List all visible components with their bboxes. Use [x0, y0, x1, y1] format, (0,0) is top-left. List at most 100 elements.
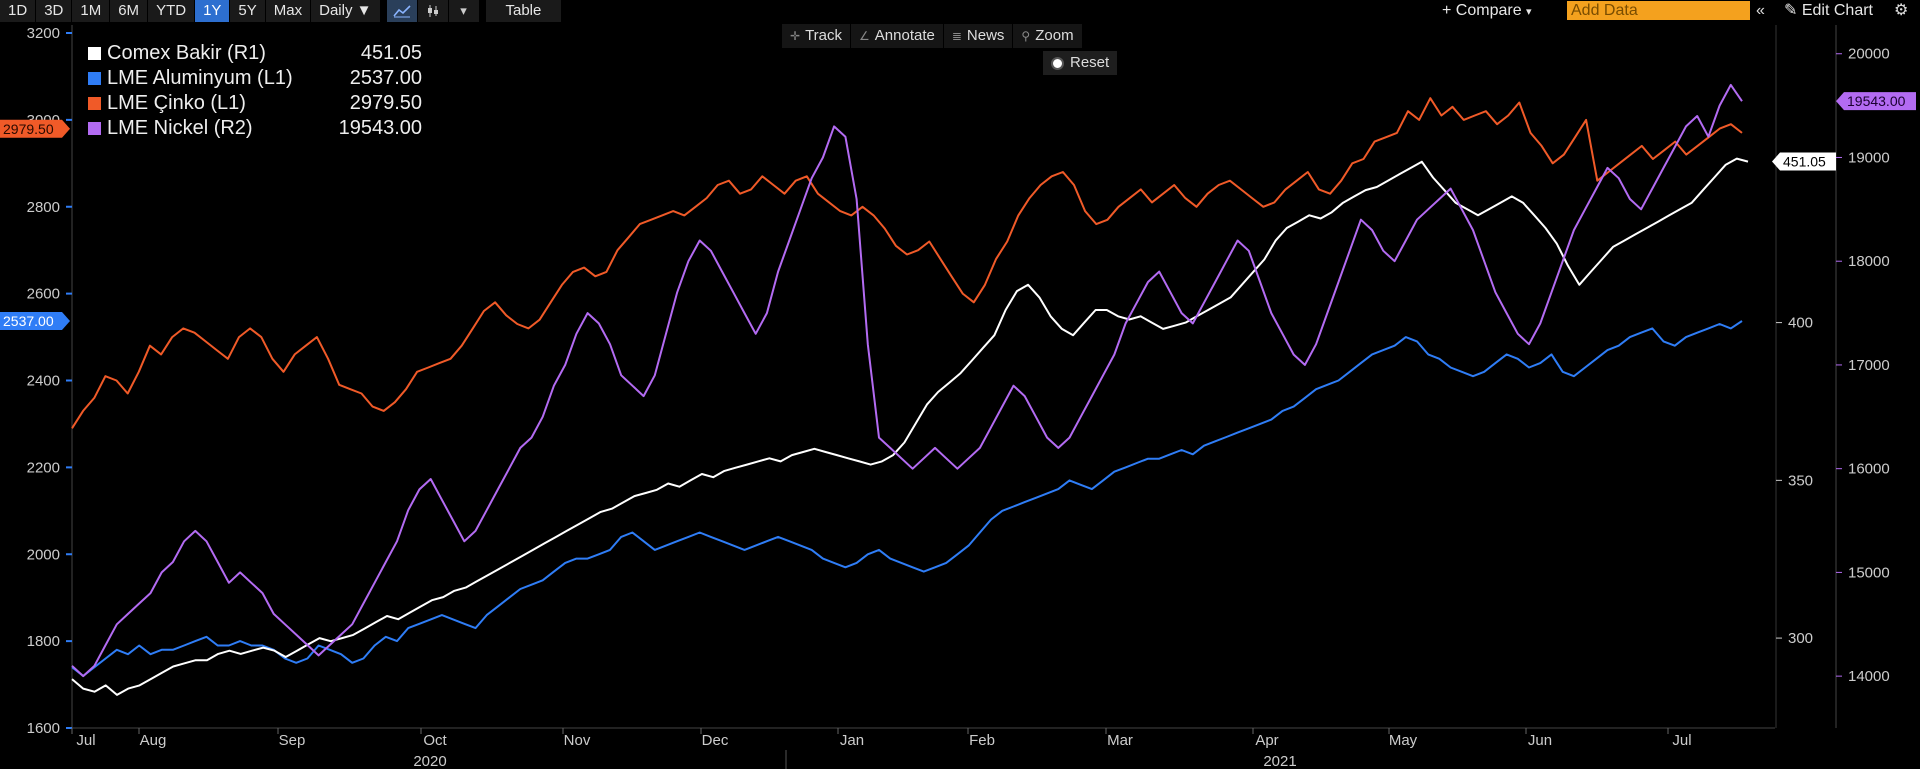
pencil-icon: ✎: [1784, 2, 1798, 19]
news-icon: ≣: [951, 29, 962, 43]
reset-label: Reset: [1070, 54, 1110, 71]
zoom-label: Zoom: [1035, 27, 1074, 44]
right-1-tick-label: 350: [1788, 472, 1813, 489]
zinc-value-tag-bg: [0, 119, 70, 138]
reset-button[interactable]: Reset: [1043, 51, 1118, 75]
dropdown-arrow-icon: ▾: [1526, 5, 1532, 18]
series-line-0: [71, 97, 1743, 429]
x-tick-label: Mar: [1107, 732, 1133, 749]
copper-value-tag: 451.05: [1783, 154, 1826, 170]
left-tick-label: 2200: [27, 459, 60, 476]
legend-swatch: [88, 97, 101, 110]
zinc-value-tag: 2979.50: [3, 121, 54, 137]
range-button-5y[interactable]: 5Y: [230, 0, 266, 22]
right-2-tick-label: 15000: [1848, 564, 1890, 581]
x-tick-label: Oct: [423, 732, 447, 749]
news-label: News: [966, 27, 1005, 44]
left-tick-label: 2400: [27, 373, 60, 390]
add-data-input[interactable]: Add Data: [1567, 1, 1750, 20]
edit-chart-button[interactable]: ✎ Edit Chart: [1784, 0, 1873, 22]
candlestick-chart-icon[interactable]: [417, 0, 449, 22]
news-button[interactable]: ≣ News: [944, 24, 1014, 48]
x-tick-label: Jan: [840, 732, 864, 749]
frequency-select[interactable]: Daily ▼: [311, 0, 381, 22]
track-label: Track: [805, 27, 843, 44]
range-button-max[interactable]: Max: [265, 0, 312, 22]
right-2-tick-label: 19000: [1848, 149, 1890, 166]
x-tick-label: May: [1389, 732, 1418, 749]
line-chart-icon[interactable]: [386, 0, 418, 22]
x-tick-label: Jul: [76, 732, 95, 749]
legend-value: 451.05: [360, 42, 422, 64]
x-tick-label: Feb: [969, 732, 995, 749]
series-line-2: [71, 157, 1749, 696]
chart-type-dropdown-icon[interactable]: ▾: [448, 0, 480, 22]
aluminium-value-tag: 2537.00: [3, 313, 54, 329]
pen-icon: ∠: [859, 29, 870, 43]
x-tick-label: Jun: [1528, 732, 1552, 749]
dropdown-arrow-icon: ▼: [356, 2, 372, 19]
legend-swatch: [88, 122, 101, 135]
collapse-icon[interactable]: «: [1756, 2, 1765, 19]
left-tick-label: 1800: [27, 633, 60, 650]
legend: Comex Bakir (R1) 451.05 LME Aluminyum (L1…: [77, 37, 434, 149]
x-tick-label: Nov: [564, 732, 591, 749]
left-tick-label: 3200: [27, 25, 60, 42]
compare-label: + Compare: [1442, 2, 1522, 19]
toolbar: 1D 3D 1M 6M YTD 1Y 5Y Max Daily ▼ ▾ Table: [0, 0, 1920, 22]
frequency-label: Daily: [319, 2, 353, 19]
legend-name: Comex Bakir (R1): [107, 42, 266, 64]
magnifier-icon: ⚲: [1021, 29, 1031, 43]
left-tick-label: 2800: [27, 199, 60, 216]
x-tick-label: Apr: [1255, 732, 1278, 749]
right-1-tick-label: 400: [1788, 315, 1813, 332]
table-button[interactable]: Table: [485, 0, 563, 22]
right-2-tick-label: 18000: [1848, 253, 1890, 270]
right-2-tick-label: 16000: [1848, 461, 1890, 478]
series-line-3: [71, 83, 1743, 678]
copper-value-tag-bg: [1772, 152, 1836, 171]
nickel-value-tag: 19543.00: [1847, 93, 1906, 109]
range-button-1d[interactable]: 1D: [0, 0, 37, 22]
left-tick-label: 2600: [27, 286, 60, 303]
year-label: 2020: [413, 753, 446, 769]
edit-chart-label: Edit Chart: [1801, 2, 1873, 19]
legend-swatch: [88, 72, 101, 85]
range-button-ytd[interactable]: YTD: [148, 0, 196, 22]
legend-name: LME Çinko (L1): [107, 92, 246, 114]
right-2-tick-label: 20000: [1848, 46, 1890, 63]
legend-swatch: [88, 47, 101, 60]
left-tick-label: 2000: [27, 546, 60, 563]
legend-item[interactable]: LME Aluminyum (L1) 2537.00: [77, 66, 434, 91]
legend-value: 2979.50: [349, 92, 422, 114]
left-tick-label: 1600: [27, 720, 60, 737]
right-2-tick-label: 14000: [1848, 668, 1890, 685]
aluminium-value-tag-bg: [0, 311, 70, 330]
year-label: 2021: [1263, 753, 1296, 769]
range-button-6m[interactable]: 6M: [110, 0, 149, 22]
x-tick-label: Jul: [1672, 732, 1691, 749]
zoom-button[interactable]: ⚲ Zoom: [1013, 24, 1083, 48]
annotate-label: Annotate: [874, 27, 935, 44]
reset-icon: [1051, 56, 1064, 70]
x-tick-label: Dec: [702, 732, 729, 749]
range-button-1m[interactable]: 1M: [72, 0, 111, 22]
legend-value: 19543.00: [338, 117, 422, 139]
legend-name: LME Aluminyum (L1): [107, 67, 293, 89]
gear-icon[interactable]: ⚙: [1894, 2, 1909, 19]
track-button[interactable]: ✛ Track: [782, 24, 852, 48]
series-line-1: [71, 320, 1743, 677]
range-button-3d[interactable]: 3D: [36, 0, 73, 22]
compare-button[interactable]: + Compare ▾: [1442, 0, 1532, 22]
annotate-button[interactable]: ∠ Annotate: [851, 24, 944, 48]
right-2-tick-label: 17000: [1848, 357, 1890, 374]
range-buttons: 1D 3D 1M 6M YTD 1Y 5Y Max: [0, 0, 312, 22]
range-button-1y[interactable]: 1Y: [195, 0, 231, 22]
legend-item[interactable]: Comex Bakir (R1) 451.05: [77, 41, 434, 66]
legend-item[interactable]: LME Çinko (L1) 2979.50: [77, 91, 434, 116]
right-1-tick-label: 300: [1788, 630, 1813, 647]
legend-item[interactable]: LME Nickel (R2) 19543.00: [77, 116, 434, 141]
legend-name: LME Nickel (R2): [107, 117, 253, 139]
nickel-value-tag-bg: [1836, 92, 1916, 111]
